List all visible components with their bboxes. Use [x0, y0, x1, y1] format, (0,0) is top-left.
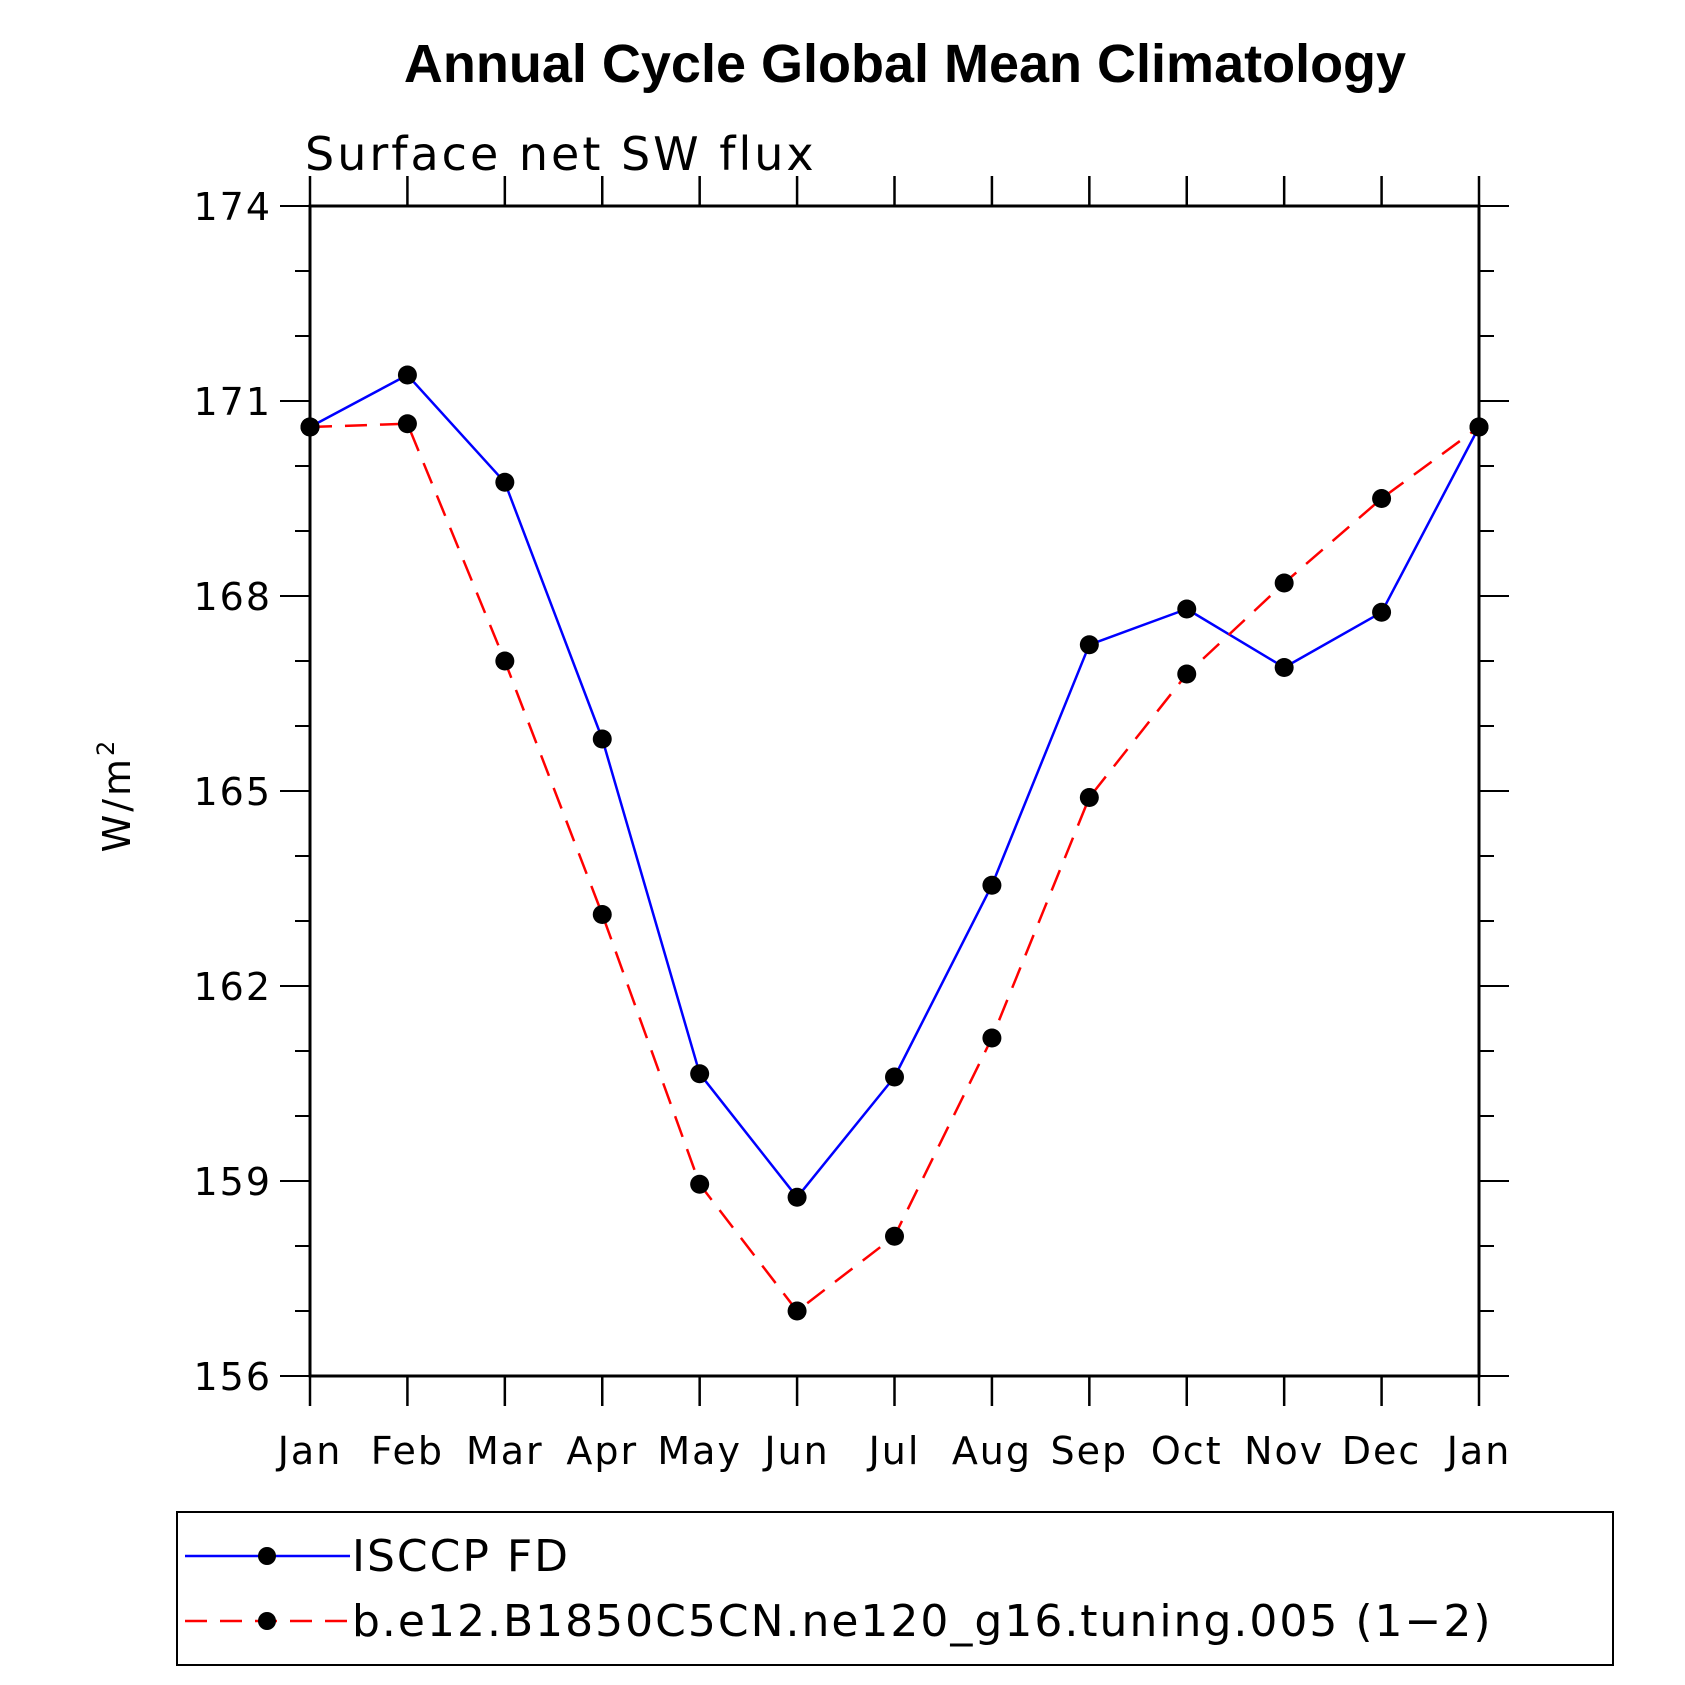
- x-tick-label: Nov: [1244, 1429, 1324, 1473]
- data-point-isccp: [397, 365, 417, 385]
- data-point-model: [592, 905, 612, 924]
- y-tick-label: 162: [193, 965, 272, 1009]
- data-point-model: [1079, 788, 1099, 807]
- x-tick-label: Jun: [762, 1429, 829, 1473]
- x-tick-label: Sep: [1051, 1429, 1129, 1473]
- data-point-isccp: [982, 875, 1002, 895]
- y-axis-label-superscript: 2: [92, 738, 120, 756]
- x-tick-label: Jul: [867, 1429, 921, 1473]
- x-tick-label: Mar: [466, 1429, 544, 1473]
- data-point-isccp: [1177, 599, 1197, 619]
- x-tick-label: Apr: [566, 1429, 638, 1473]
- data-point-isccp: [1274, 658, 1294, 677]
- x-tick-label: Dec: [1342, 1429, 1422, 1473]
- x-tick-label: Jan: [1445, 1429, 1512, 1473]
- data-point-isccp: [1079, 635, 1099, 655]
- chart-title: Annual Cycle Global Mean Climatology: [404, 34, 1406, 94]
- legend-marker-isccp: [258, 1547, 276, 1565]
- x-tick-label: May: [657, 1429, 742, 1473]
- svg-text:W/m2: W/m2: [92, 738, 139, 853]
- data-point-model: [982, 1028, 1002, 1048]
- data-point-model: [397, 414, 417, 434]
- plot-frame: [308, 204, 1481, 1378]
- y-axis-label-text: W/m: [95, 756, 139, 852]
- plot-axes: [280, 176, 1509, 1406]
- data-point-isccp: [885, 1067, 904, 1087]
- x-tick-label: Oct: [1151, 1429, 1223, 1473]
- data-point-model: [495, 651, 515, 671]
- data-point-model: [885, 1226, 904, 1246]
- chart-subtitle: Surface net SW flux: [305, 127, 817, 181]
- series-lines: [309, 373, 1481, 1313]
- x-tick-label: Feb: [371, 1429, 444, 1473]
- y-tick-label: 171: [193, 380, 272, 424]
- x-tick-label: Jan: [276, 1429, 343, 1473]
- legend-box: [176, 1511, 1614, 1666]
- legend-marker-model: [258, 1612, 276, 1630]
- series-markers: [300, 365, 1489, 1321]
- y-tick-label: 168: [193, 575, 272, 619]
- series-line-model: [309, 422, 1480, 1313]
- data-point-model: [1372, 489, 1392, 508]
- data-point-model: [787, 1301, 807, 1321]
- data-point-model: [300, 417, 320, 437]
- legend: ISCCP FD b.e12.B1850C5CN.ne120_g16.tunin…: [176, 1511, 1614, 1666]
- data-point-model: [1177, 664, 1197, 684]
- data-point-model: [690, 1174, 710, 1194]
- y-tick-label: 174: [193, 185, 272, 229]
- data-point-model: [1469, 417, 1489, 437]
- y-tick-label: 165: [193, 770, 272, 814]
- data-point-isccp: [592, 729, 612, 749]
- y-axis-label: W/m2: [92, 738, 139, 853]
- x-tick-label: Aug: [952, 1429, 1032, 1473]
- y-tick-labels: 156 159 162 165 168 171 174: [193, 185, 272, 1399]
- y-tick-label: 156: [193, 1355, 272, 1399]
- data-point-isccp: [690, 1064, 710, 1084]
- data-point-isccp: [495, 472, 515, 492]
- x-tick-labels: Jan Feb Mar Apr May Jun Jul Aug Sep Oct Nov Dec Jan: [276, 1429, 1512, 1473]
- y-tick-label: 159: [193, 1160, 272, 1204]
- legend-label-model: b.e12.B1850C5CN.ne120_g16.tuning.005 (1−…: [352, 1596, 1493, 1647]
- data-point-isccp: [1372, 602, 1392, 622]
- data-point-model: [1274, 573, 1294, 593]
- data-point-isccp: [787, 1187, 807, 1207]
- legend-label-isccp: ISCCP FD: [352, 1531, 570, 1582]
